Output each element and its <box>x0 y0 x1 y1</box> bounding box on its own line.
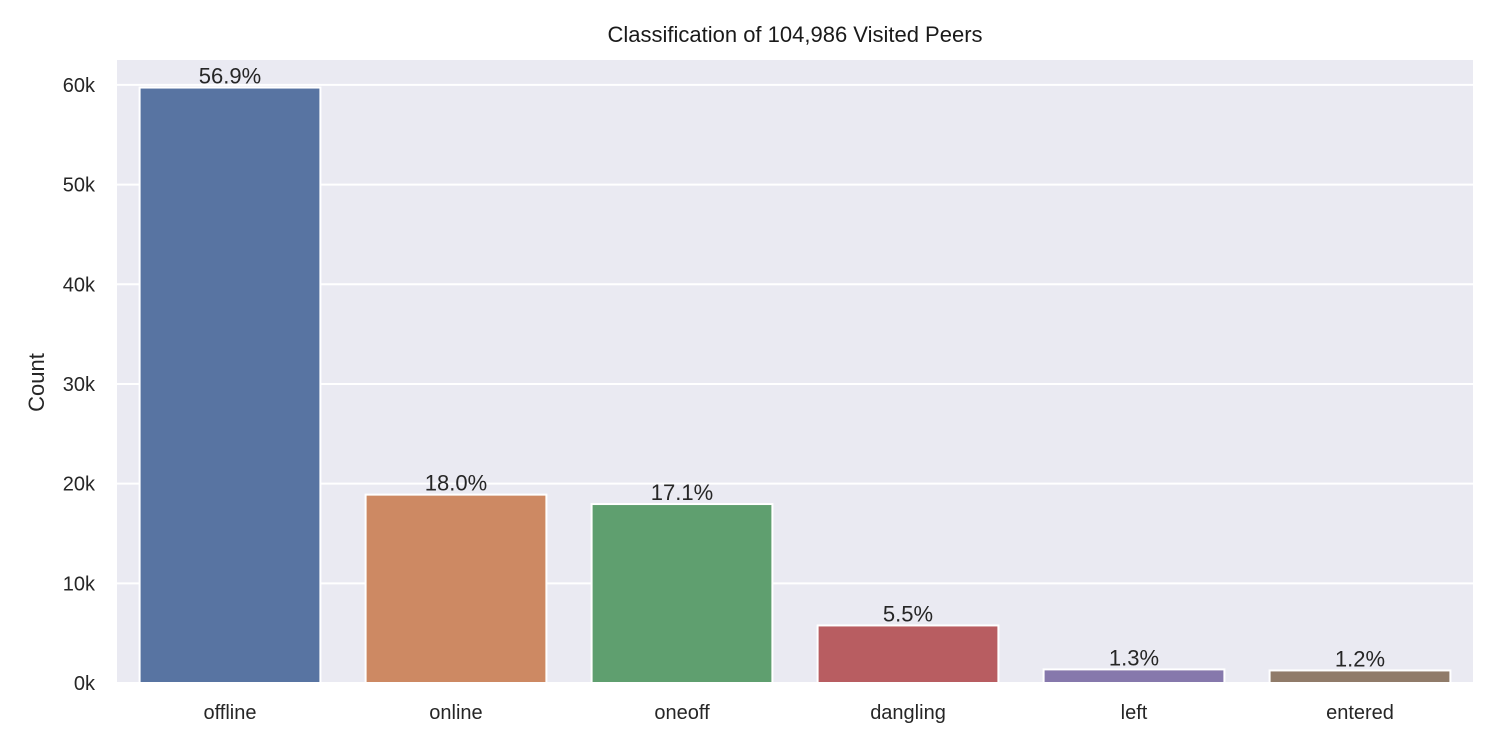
y-tick-label: 50k <box>63 175 96 197</box>
x-tick-label: oneoff <box>654 702 710 724</box>
x-tick-label: dangling <box>870 702 946 724</box>
data-label: 56.9% <box>199 64 261 89</box>
data-label: 5.5% <box>883 601 933 626</box>
y-tick-label: 30k <box>63 374 96 396</box>
y-axis-label: Count <box>24 353 49 412</box>
plot-background <box>117 60 1473 683</box>
bar-offline <box>138 86 322 684</box>
x-tick-label: entered <box>1326 702 1394 724</box>
data-label: 1.2% <box>1335 646 1385 671</box>
y-tick-label: 60k <box>63 75 96 97</box>
data-label: 18.0% <box>425 471 487 496</box>
bar-oneoff <box>590 503 774 684</box>
y-tick-label: 10k <box>63 573 96 595</box>
bar-entered <box>1268 669 1452 684</box>
data-label: 17.1% <box>651 480 713 505</box>
bar-left <box>1042 668 1226 684</box>
x-tick-label: online <box>429 702 482 724</box>
x-tick-label: left <box>1121 702 1148 724</box>
y-tick-label: 0k <box>74 673 96 695</box>
y-tick-label: 20k <box>63 474 96 496</box>
y-tick-label: 40k <box>63 274 96 296</box>
x-tick-label: offline <box>203 702 256 724</box>
bar-dangling <box>816 624 1000 684</box>
data-label: 1.3% <box>1109 645 1159 670</box>
bar-online <box>364 493 548 684</box>
chart-title: Classification of 104,986 Visited Peers <box>607 22 983 47</box>
